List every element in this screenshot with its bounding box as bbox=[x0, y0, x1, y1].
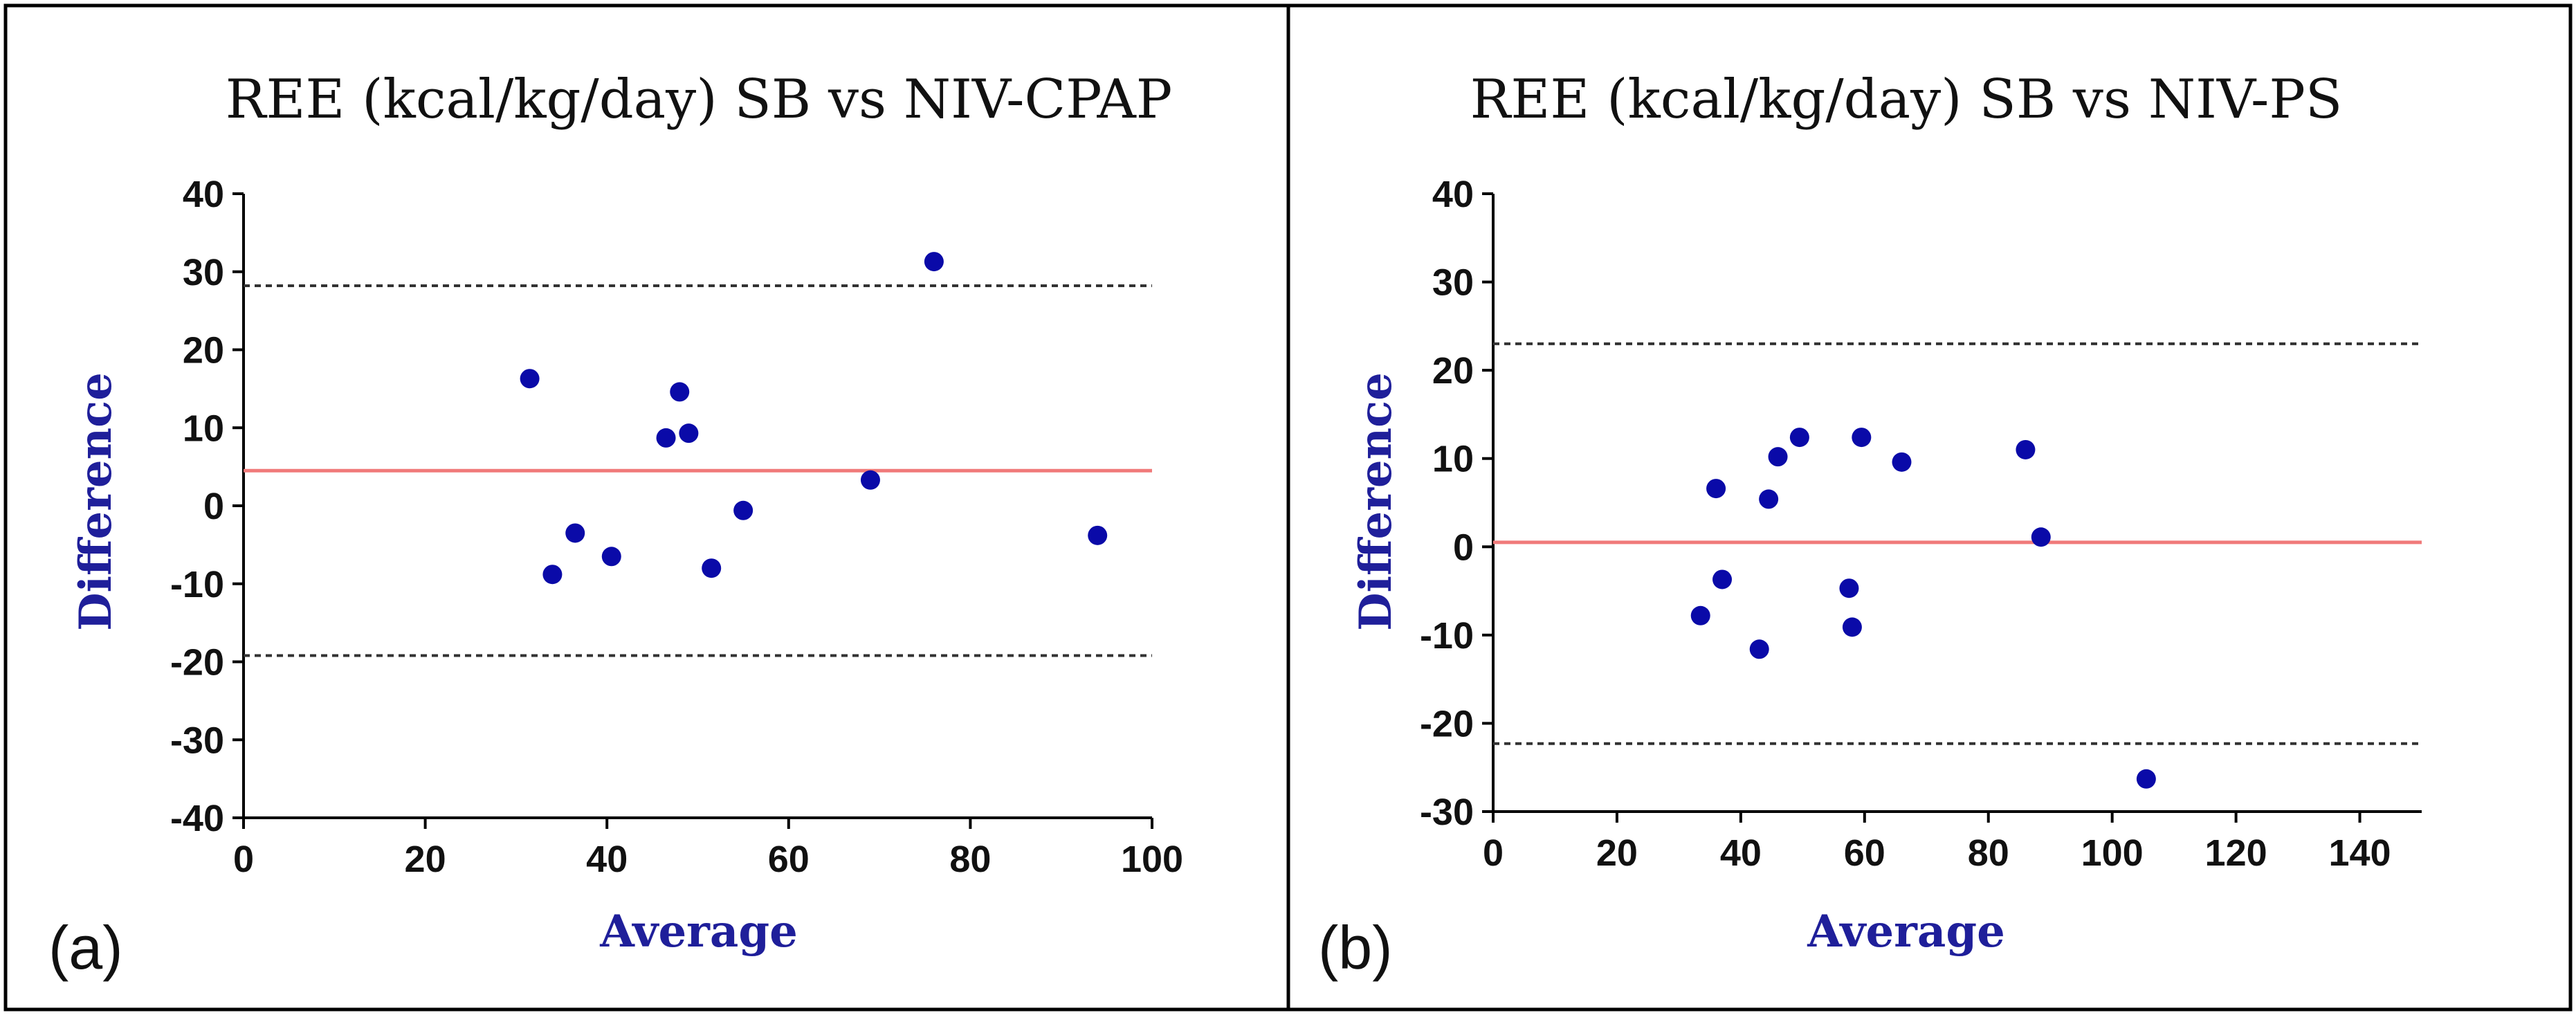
y-tick-label: -20 bbox=[1420, 703, 1474, 744]
y-tick-label: 30 bbox=[183, 252, 224, 293]
y-tick-label: -30 bbox=[170, 720, 224, 761]
data-point bbox=[565, 523, 585, 543]
x-tick-label: 100 bbox=[1121, 839, 1183, 880]
data-point bbox=[1749, 639, 1769, 659]
data-point bbox=[542, 565, 563, 585]
data-point bbox=[1789, 428, 1809, 448]
x-tick-label: 100 bbox=[2081, 832, 2144, 874]
plot-area: -40 -30 -20 -10 0 10 20 30 40 0 20 40 60 80 100 bbox=[170, 174, 1183, 880]
y-tick-label: 0 bbox=[1453, 527, 1474, 568]
data-point bbox=[2136, 769, 2156, 789]
x-tick-label: 120 bbox=[2205, 832, 2267, 874]
data-point bbox=[2016, 439, 2036, 459]
data-point bbox=[1839, 578, 1859, 598]
data-point bbox=[679, 423, 699, 444]
y-tick-label: -30 bbox=[1420, 792, 1474, 833]
x-axis-label: Average bbox=[599, 906, 798, 958]
data-point bbox=[656, 428, 676, 448]
chart-title: REE (kcal/kg/day) SB vs NIV-PS bbox=[1470, 68, 2343, 131]
data-point bbox=[924, 252, 944, 272]
panel-label: (a) bbox=[48, 913, 123, 982]
y-tick-label: -20 bbox=[170, 642, 224, 684]
plot-area: -30 -20 -10 0 10 20 30 40 0 20 40 60 80 100 120 140 bbox=[1420, 174, 2422, 874]
data-point bbox=[1852, 428, 1872, 448]
chart-title: REE (kcal/kg/day) SB vs NIV-CPAP bbox=[226, 68, 1173, 131]
y-tick-label: 0 bbox=[203, 486, 224, 527]
x-tick-label: 60 bbox=[768, 839, 810, 880]
y-tick-label: 20 bbox=[1432, 350, 1474, 392]
data-point bbox=[1759, 489, 1779, 509]
data-point bbox=[1706, 479, 1726, 499]
data-point bbox=[702, 558, 722, 578]
x-tick-label: 140 bbox=[2328, 832, 2391, 874]
data-point bbox=[733, 500, 753, 520]
x-tick-label: 40 bbox=[1720, 832, 1762, 874]
x-axis-label: Average bbox=[1807, 906, 2005, 958]
data-point bbox=[1768, 447, 1788, 467]
y-tick-label: 20 bbox=[183, 330, 224, 372]
x-tick-label: 40 bbox=[586, 839, 628, 880]
data-point bbox=[1690, 605, 1710, 625]
y-axis-label: Difference bbox=[1350, 372, 1402, 631]
x-tick-label: 60 bbox=[1844, 832, 1885, 874]
x-tick-label: 0 bbox=[233, 839, 254, 880]
data-point bbox=[670, 382, 690, 402]
y-tick-label: -10 bbox=[1420, 615, 1474, 657]
data-point bbox=[2031, 527, 2051, 547]
data-point bbox=[1892, 452, 1912, 472]
data-point bbox=[860, 470, 880, 490]
y-axis-label: Difference bbox=[70, 372, 122, 631]
data-point bbox=[1088, 525, 1108, 545]
y-tick-label: 30 bbox=[1432, 262, 1474, 304]
data-point bbox=[1842, 617, 1862, 637]
y-tick-label: -10 bbox=[170, 564, 224, 605]
x-tick-label: 20 bbox=[405, 839, 446, 880]
x-tick-label: 80 bbox=[949, 839, 991, 880]
panel-label: (b) bbox=[1318, 913, 1393, 982]
y-tick-label: 10 bbox=[183, 408, 224, 449]
data-point bbox=[520, 369, 540, 389]
y-tick-label: -40 bbox=[170, 798, 224, 839]
x-tick-label: 0 bbox=[1483, 832, 1504, 874]
panel-b: REE (kcal/kg/day) SB vs NIV-PS Differenc… bbox=[1318, 68, 2422, 982]
panel-a: REE (kcal/kg/day) SB vs NIV-CPAP Differe… bbox=[48, 68, 1183, 982]
data-point bbox=[601, 547, 621, 567]
y-tick-label: 40 bbox=[183, 174, 224, 215]
y-tick-label: 10 bbox=[1432, 439, 1474, 480]
x-tick-label: 80 bbox=[1968, 832, 2009, 874]
data-point bbox=[1712, 569, 1733, 589]
y-tick-label: 40 bbox=[1432, 174, 1474, 215]
x-tick-label: 20 bbox=[1596, 832, 1638, 874]
